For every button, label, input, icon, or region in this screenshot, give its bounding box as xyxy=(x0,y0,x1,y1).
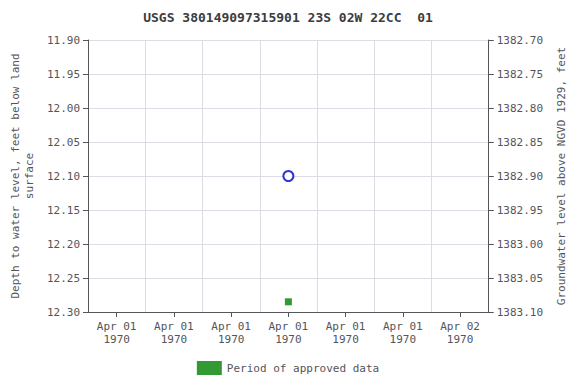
svg-text:surface: surface xyxy=(23,153,36,199)
svg-text:Apr 01: Apr 01 xyxy=(97,320,137,333)
svg-text:1382.90: 1382.90 xyxy=(497,170,543,183)
svg-text:Apr 02: Apr 02 xyxy=(440,320,480,333)
svg-text:12.15: 12.15 xyxy=(47,204,80,217)
svg-text:1383.05: 1383.05 xyxy=(497,272,543,285)
svg-text:12.30: 12.30 xyxy=(47,306,80,319)
svg-text:1382.80: 1382.80 xyxy=(497,102,543,115)
svg-text:Apr 01: Apr 01 xyxy=(326,320,366,333)
svg-text:1382.95: 1382.95 xyxy=(497,204,543,217)
svg-text:Apr 01: Apr 01 xyxy=(383,320,423,333)
svg-text:Apr 01: Apr 01 xyxy=(211,320,251,333)
svg-text:1970: 1970 xyxy=(161,333,188,346)
svg-text:12.05: 12.05 xyxy=(47,136,80,149)
svg-text:1970: 1970 xyxy=(447,333,474,346)
svg-text:12.00: 12.00 xyxy=(47,102,80,115)
svg-text:1382.75: 1382.75 xyxy=(497,68,543,81)
svg-text:1970: 1970 xyxy=(390,333,417,346)
svg-text:1970: 1970 xyxy=(218,333,245,346)
svg-text:Period of approved data: Period of approved data xyxy=(227,362,379,375)
svg-text:1970: 1970 xyxy=(275,333,302,346)
svg-text:1382.70: 1382.70 xyxy=(497,34,543,47)
svg-text:Apr 01: Apr 01 xyxy=(269,320,309,333)
svg-text:1970: 1970 xyxy=(332,333,359,346)
svg-text:1970: 1970 xyxy=(103,333,129,346)
svg-text:Apr 01: Apr 01 xyxy=(154,320,194,333)
svg-text:Groundwater level above NGVD 1: Groundwater level above NGVD 1929, feet xyxy=(555,47,568,305)
svg-text:11.95: 11.95 xyxy=(47,68,80,81)
svg-text:1383.10: 1383.10 xyxy=(497,306,543,319)
svg-text:USGS 380149097315901 23S 02W 2: USGS 380149097315901 23S 02W 22CC 01 xyxy=(143,10,433,25)
svg-text:11.90: 11.90 xyxy=(47,34,80,47)
svg-text:12.25: 12.25 xyxy=(47,272,80,285)
svg-text:1383.00: 1383.00 xyxy=(497,238,543,251)
svg-text:12.20: 12.20 xyxy=(47,238,80,251)
svg-text:12.10: 12.10 xyxy=(47,170,80,183)
svg-text:1382.85: 1382.85 xyxy=(497,136,543,149)
svg-text:Depth to water level, feet bel: Depth to water level, feet below land xyxy=(9,53,22,298)
